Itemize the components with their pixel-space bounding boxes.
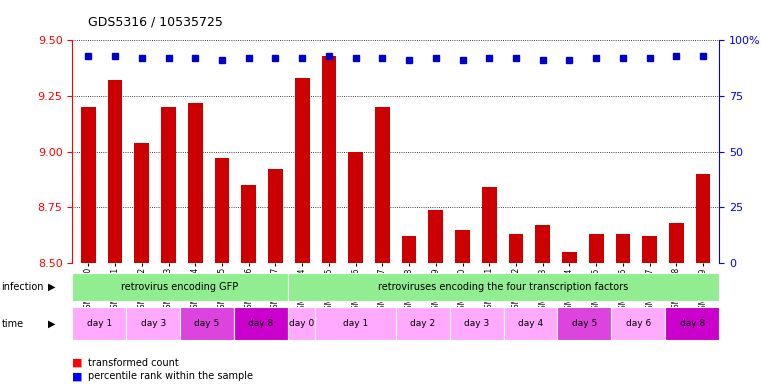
Text: retrovirus encoding GFP: retrovirus encoding GFP xyxy=(122,282,239,292)
Bar xyxy=(669,223,683,263)
Bar xyxy=(135,143,149,263)
Bar xyxy=(536,225,550,263)
Bar xyxy=(402,236,416,263)
Text: day 1: day 1 xyxy=(87,319,112,328)
Bar xyxy=(696,174,711,263)
Text: day 5: day 5 xyxy=(572,319,597,328)
Bar xyxy=(455,230,470,263)
Bar xyxy=(616,234,630,263)
Bar xyxy=(268,169,283,263)
Bar xyxy=(428,210,443,263)
Bar xyxy=(562,252,577,263)
Text: day 0: day 0 xyxy=(288,319,314,328)
Bar xyxy=(188,103,202,263)
Text: day 2: day 2 xyxy=(410,319,435,328)
Bar xyxy=(241,185,256,263)
Text: percentile rank within the sample: percentile rank within the sample xyxy=(88,371,253,381)
Bar xyxy=(482,187,497,263)
Text: retroviruses encoding the four transcription factors: retroviruses encoding the four transcrip… xyxy=(378,282,629,292)
Text: infection: infection xyxy=(2,282,44,292)
Text: day 6: day 6 xyxy=(626,319,651,328)
Bar xyxy=(375,107,390,263)
Text: ■: ■ xyxy=(72,371,83,381)
Bar xyxy=(108,80,123,263)
Bar xyxy=(81,107,96,263)
Text: day 4: day 4 xyxy=(518,319,543,328)
Text: time: time xyxy=(2,318,24,329)
Text: transformed count: transformed count xyxy=(88,358,178,368)
Bar xyxy=(215,158,229,263)
Bar xyxy=(508,234,524,263)
Bar xyxy=(349,152,363,263)
Text: GDS5316 / 10535725: GDS5316 / 10535725 xyxy=(88,16,222,29)
Text: ▶: ▶ xyxy=(48,318,56,329)
Text: day 8: day 8 xyxy=(248,319,274,328)
Text: ■: ■ xyxy=(72,358,83,368)
Bar xyxy=(161,107,176,263)
Text: day 8: day 8 xyxy=(680,319,705,328)
Text: day 3: day 3 xyxy=(464,319,489,328)
Text: day 1: day 1 xyxy=(342,319,368,328)
Text: day 3: day 3 xyxy=(141,319,166,328)
Bar xyxy=(642,236,657,263)
Bar xyxy=(295,78,310,263)
Bar xyxy=(589,234,603,263)
Text: ▶: ▶ xyxy=(48,282,56,292)
Bar xyxy=(322,56,336,263)
Text: day 5: day 5 xyxy=(194,319,220,328)
